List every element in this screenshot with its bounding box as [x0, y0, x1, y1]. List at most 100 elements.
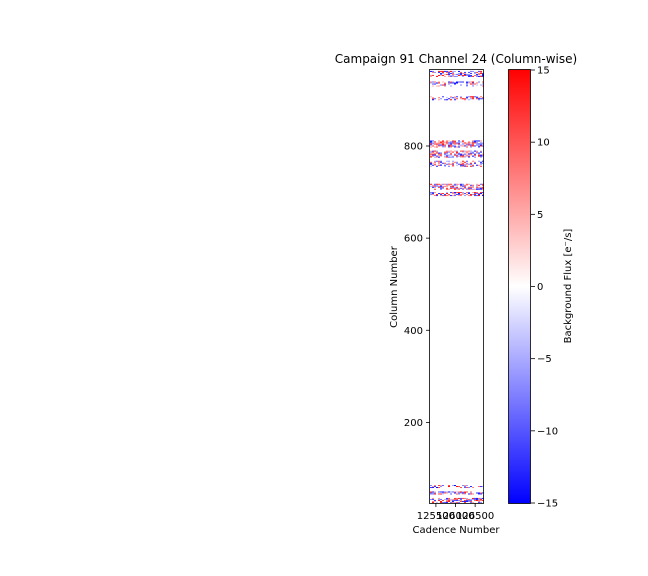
heatmap-cell — [432, 142, 434, 144]
heatmap-cell — [432, 81, 434, 83]
heatmap-cell — [482, 188, 484, 190]
heatmap-cell — [454, 492, 456, 494]
heatmap-cell — [476, 75, 478, 77]
heatmap-cell — [466, 498, 468, 500]
heatmap-cell — [434, 486, 436, 488]
heatmap-cell — [436, 195, 438, 197]
heatmap-cell — [466, 81, 468, 83]
heatmap-cell — [454, 83, 456, 85]
heatmap-cell — [468, 493, 470, 495]
heatmap-cell — [460, 155, 462, 157]
heatmap-cell — [478, 97, 480, 99]
heatmap-cell — [450, 75, 452, 77]
heatmap-cell — [444, 82, 446, 84]
heatmap-cell — [450, 146, 452, 148]
heatmap-cell — [460, 192, 462, 194]
heatmap-cell — [444, 156, 446, 158]
heatmap-cell — [450, 186, 452, 188]
heatmap-cell — [468, 195, 470, 197]
heatmap-cell — [468, 487, 470, 489]
heatmap-cell — [472, 155, 474, 157]
heatmap-cell — [446, 71, 448, 73]
heatmap-cell — [476, 499, 478, 501]
heatmap-cell — [444, 146, 446, 148]
heatmap-cell — [478, 493, 480, 495]
heatmap-cell — [452, 142, 454, 144]
heatmap-cell — [476, 185, 478, 187]
heatmap-cell — [460, 145, 462, 147]
heatmap-cell — [456, 493, 458, 495]
heatmap-cell — [468, 156, 470, 158]
heatmap-cell — [482, 97, 484, 99]
heatmap-cell — [444, 164, 446, 166]
heatmap-cell — [432, 99, 434, 101]
heatmap-cell — [470, 81, 472, 83]
heatmap-cell — [448, 145, 450, 147]
heatmap-cell — [478, 143, 480, 145]
heatmap-cell — [440, 154, 442, 156]
heatmap-cell — [438, 183, 440, 185]
heatmap-cell — [460, 81, 462, 83]
heatmap-cell — [442, 185, 444, 187]
heatmap-cell — [432, 194, 434, 196]
heatmap-cell — [474, 150, 476, 152]
heatmap-cell — [464, 492, 466, 494]
heatmap-cell — [458, 194, 460, 196]
heatmap-cell — [432, 487, 434, 489]
heatmap-cell — [450, 142, 452, 144]
heatmap-cell — [456, 491, 458, 493]
heatmap-cell — [474, 193, 476, 195]
heatmap-cell — [434, 184, 436, 186]
heatmap-cell — [466, 499, 468, 501]
heatmap-cell — [482, 154, 484, 156]
heatmap-cell — [450, 99, 452, 101]
heatmap-cell — [458, 70, 460, 72]
heatmap-cell — [448, 160, 450, 162]
heatmap-cell — [454, 73, 456, 75]
colorbar-tick-label: 15 — [537, 66, 550, 77]
heatmap-cell — [446, 491, 448, 493]
heatmap-cell — [482, 183, 484, 185]
heatmap-cell — [430, 487, 432, 489]
heatmap-cell — [470, 98, 472, 100]
heatmap-cell — [442, 162, 444, 164]
heatmap-cell — [430, 193, 432, 195]
heatmap-cell — [452, 187, 454, 189]
heatmap-cell — [482, 83, 484, 85]
heatmap-cell — [452, 160, 454, 162]
heatmap-cell — [450, 141, 452, 143]
heatmap-cell — [476, 187, 478, 189]
heatmap-cell — [440, 486, 442, 488]
heatmap-cell — [454, 153, 456, 155]
heatmap-cell — [430, 82, 432, 84]
heatmap-cell — [468, 141, 470, 143]
heatmap-cell — [448, 154, 450, 156]
heatmap-cell — [468, 71, 470, 73]
heatmap-cell — [464, 150, 466, 152]
heatmap-cell — [472, 145, 474, 147]
heatmap-cell — [432, 497, 434, 499]
heatmap-cell — [432, 184, 434, 186]
heatmap-cell — [450, 187, 452, 189]
heatmap-cell — [450, 153, 452, 155]
colorbar — [508, 69, 531, 504]
heatmap-cell — [470, 165, 472, 167]
heatmap-cell — [474, 74, 476, 76]
heatmap-cell — [462, 165, 464, 167]
heatmap-cell — [456, 75, 458, 77]
colorbar-tick-label: −15 — [537, 499, 558, 510]
heatmap-cell — [430, 192, 432, 194]
heatmap-cell — [478, 146, 480, 148]
heatmap-cell — [472, 188, 474, 190]
heatmap-cell — [438, 82, 440, 84]
heatmap-cell — [462, 183, 464, 185]
heatmap-cell — [466, 84, 468, 86]
heatmap-cell — [480, 183, 482, 185]
heatmap-cell — [454, 140, 456, 142]
heatmap-cell — [466, 98, 468, 100]
heatmap-cell — [478, 500, 480, 502]
heatmap-cell — [478, 187, 480, 189]
heatmap-cell — [438, 185, 440, 187]
heatmap-cell — [446, 97, 448, 99]
heatmap-cell — [452, 151, 454, 153]
